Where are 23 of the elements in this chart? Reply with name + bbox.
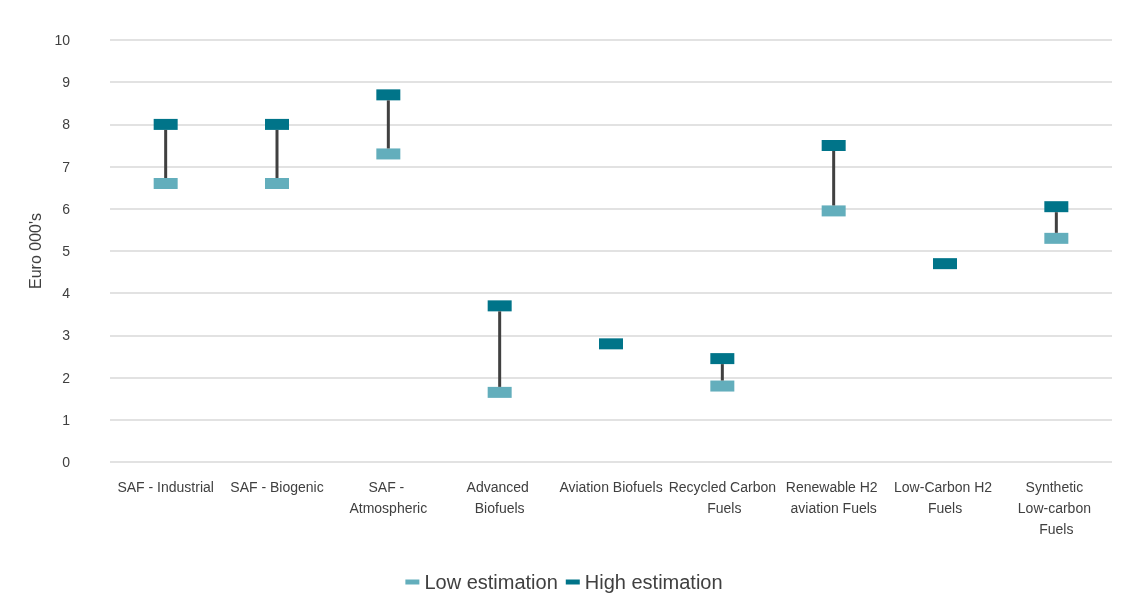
x-tick-label: Recycled Carbon Fuels bbox=[668, 478, 777, 516]
y-tick-label: 5 bbox=[62, 243, 71, 259]
x-tick-label: Renewable H2 aviation Fuels bbox=[785, 478, 882, 516]
y-tick-label: 6 bbox=[62, 200, 71, 217]
x-tick-label: SAF - Atmospheric bbox=[349, 478, 428, 516]
y-axis-title: Euro 000's bbox=[27, 213, 45, 289]
legend-label: High estimation bbox=[584, 571, 723, 593]
x-tick-label: Aviation Biofuels bbox=[559, 478, 663, 495]
x-tick-label: Low-Carbon H2 Fuels bbox=[894, 478, 996, 516]
y-tick-label: 1 bbox=[62, 411, 71, 428]
y-tick-label: 0 bbox=[62, 454, 71, 470]
x-tick-label: Advanced Biofuels bbox=[466, 478, 533, 516]
y-tick-label: 7 bbox=[62, 158, 71, 175]
x-tick-label: SAF - Biogenic bbox=[230, 478, 324, 495]
x-tick-label: Synthetic Low-carbon Fuels bbox=[1017, 478, 1095, 537]
y-tick-label: 4 bbox=[62, 285, 71, 302]
y-tick-label: 2 bbox=[62, 369, 71, 386]
legend-label: Low estimation bbox=[424, 571, 558, 593]
y-tick-label: 8 bbox=[62, 116, 71, 133]
x-tick-label: SAF - Industrial bbox=[117, 478, 214, 495]
y-tick-label: 9 bbox=[62, 74, 71, 91]
y-tick-label: 3 bbox=[62, 327, 71, 344]
y-tick-label: 10 bbox=[54, 32, 71, 48]
